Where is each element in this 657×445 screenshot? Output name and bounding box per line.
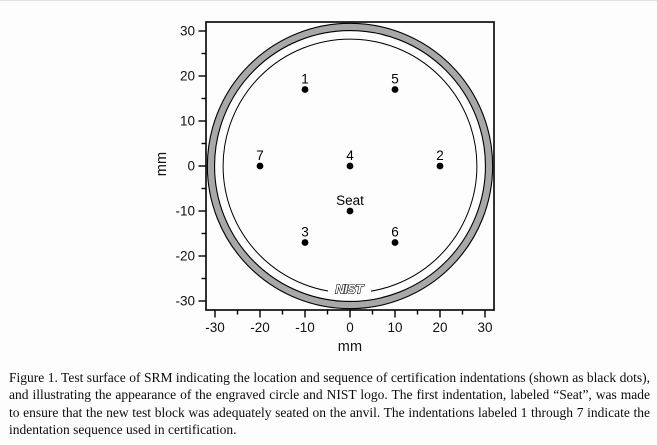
y-tick-label: 0 [187, 159, 195, 174]
x-tick-label: 0 [346, 320, 354, 335]
x-axis-label: mm [337, 339, 363, 355]
srm-test-surface-plot: NIST -30 -30 -20 -20 -10 -10 0 0 10 10 20 20 30 30 1 2 3 4… [0, 1, 657, 363]
y-tick-label: -20 [175, 249, 195, 264]
indentation-dot-4 [346, 162, 354, 170]
indentation-label-7: 7 [256, 148, 264, 163]
indentation-dot-3 [301, 239, 309, 246]
indentation-label-seat: Seat [336, 193, 364, 208]
indentation-dot-2 [436, 162, 444, 170]
indentation-label-1: 1 [301, 72, 309, 87]
indentation-label-3: 3 [301, 225, 309, 240]
x-tick-label: 10 [387, 320, 402, 335]
x-tick-label: 30 [477, 320, 492, 335]
nist-logo-backdrop [328, 283, 371, 295]
y-tick-label: 10 [180, 114, 195, 129]
indentation-label-5: 5 [391, 72, 399, 87]
y-tick-label: 30 [180, 24, 195, 39]
y-tick-label: -10 [175, 204, 195, 219]
indentation-dot-6 [391, 239, 399, 246]
indentation-label-4: 4 [346, 148, 354, 163]
y-tick-label: 20 [180, 69, 195, 84]
y-tick-label: -30 [175, 294, 195, 309]
indentation-dot-7 [256, 162, 264, 170]
indentation-dot-1 [301, 86, 309, 93]
nist-logo: NIST [335, 282, 364, 297]
engraved-ring-band [207, 23, 493, 309]
x-tick-label: -30 [205, 320, 225, 335]
plot-canvas: NIST -30 -30 -20 -20 -10 -10 0 0 10 10 20 20 30 30 1 2 3 4… [175, 21, 495, 335]
engraved-ring-inner-edge [214, 30, 486, 302]
indentation-dot-5 [391, 86, 399, 93]
indentation-label-6: 6 [391, 225, 399, 240]
figure-caption: Figure 1. Test surface of SRM indicating… [9, 370, 650, 437]
engraved-ring-outer-edge [206, 22, 494, 310]
indentation-label-2: 2 [436, 148, 444, 163]
x-tick-label: 20 [432, 320, 447, 335]
y-axis-label: mm [154, 151, 170, 177]
x-tick-label: -10 [295, 320, 315, 335]
x-tick-label: -20 [250, 320, 270, 335]
indentation-dot-seat [346, 207, 354, 215]
